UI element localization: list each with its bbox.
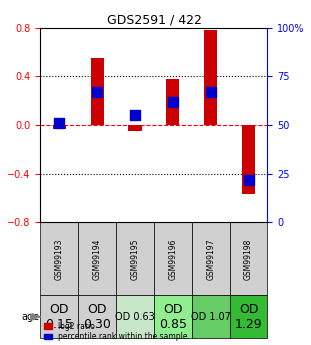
Text: OD
0.15: OD 0.15 [45, 303, 73, 331]
FancyBboxPatch shape [230, 223, 267, 295]
FancyBboxPatch shape [192, 223, 230, 295]
Text: GSM99196: GSM99196 [168, 238, 177, 280]
Legend: log2 ratio, percentile rank within the sample: log2 ratio, percentile rank within the s… [44, 322, 188, 341]
Title: GDS2591 / 422: GDS2591 / 422 [106, 13, 202, 27]
Text: ▶: ▶ [30, 312, 39, 322]
Text: OD
1.29: OD 1.29 [235, 303, 262, 331]
FancyBboxPatch shape [40, 223, 78, 295]
Text: OD 0.63: OD 0.63 [115, 312, 155, 322]
Bar [91, 58, 104, 125]
Text: OD
0.30: OD 0.30 [83, 303, 111, 331]
FancyBboxPatch shape [116, 295, 154, 338]
FancyBboxPatch shape [78, 295, 116, 338]
Text: OD
0.85: OD 0.85 [159, 303, 187, 331]
Text: GSM99197: GSM99197 [206, 238, 215, 280]
Text: GSM99193: GSM99193 [55, 238, 64, 280]
FancyBboxPatch shape [230, 295, 267, 338]
Bar [128, 125, 142, 131]
Text: age: age [21, 312, 40, 322]
Point [95, 89, 100, 95]
Bar [242, 125, 255, 195]
Point [170, 99, 175, 105]
Text: GSM99195: GSM99195 [131, 238, 140, 280]
Point [208, 89, 213, 95]
FancyBboxPatch shape [154, 223, 192, 295]
Text: GSM99198: GSM99198 [244, 238, 253, 280]
FancyBboxPatch shape [40, 295, 78, 338]
FancyBboxPatch shape [154, 295, 192, 338]
Point [246, 177, 251, 182]
FancyBboxPatch shape [116, 223, 154, 295]
Text: OD 1.07: OD 1.07 [191, 312, 231, 322]
Text: GSM99194: GSM99194 [93, 238, 102, 280]
Bar [204, 30, 217, 125]
Point [132, 112, 137, 118]
FancyBboxPatch shape [78, 223, 116, 295]
FancyBboxPatch shape [192, 295, 230, 338]
Point [57, 120, 62, 126]
Bar [53, 125, 66, 129]
Bar [166, 79, 179, 125]
